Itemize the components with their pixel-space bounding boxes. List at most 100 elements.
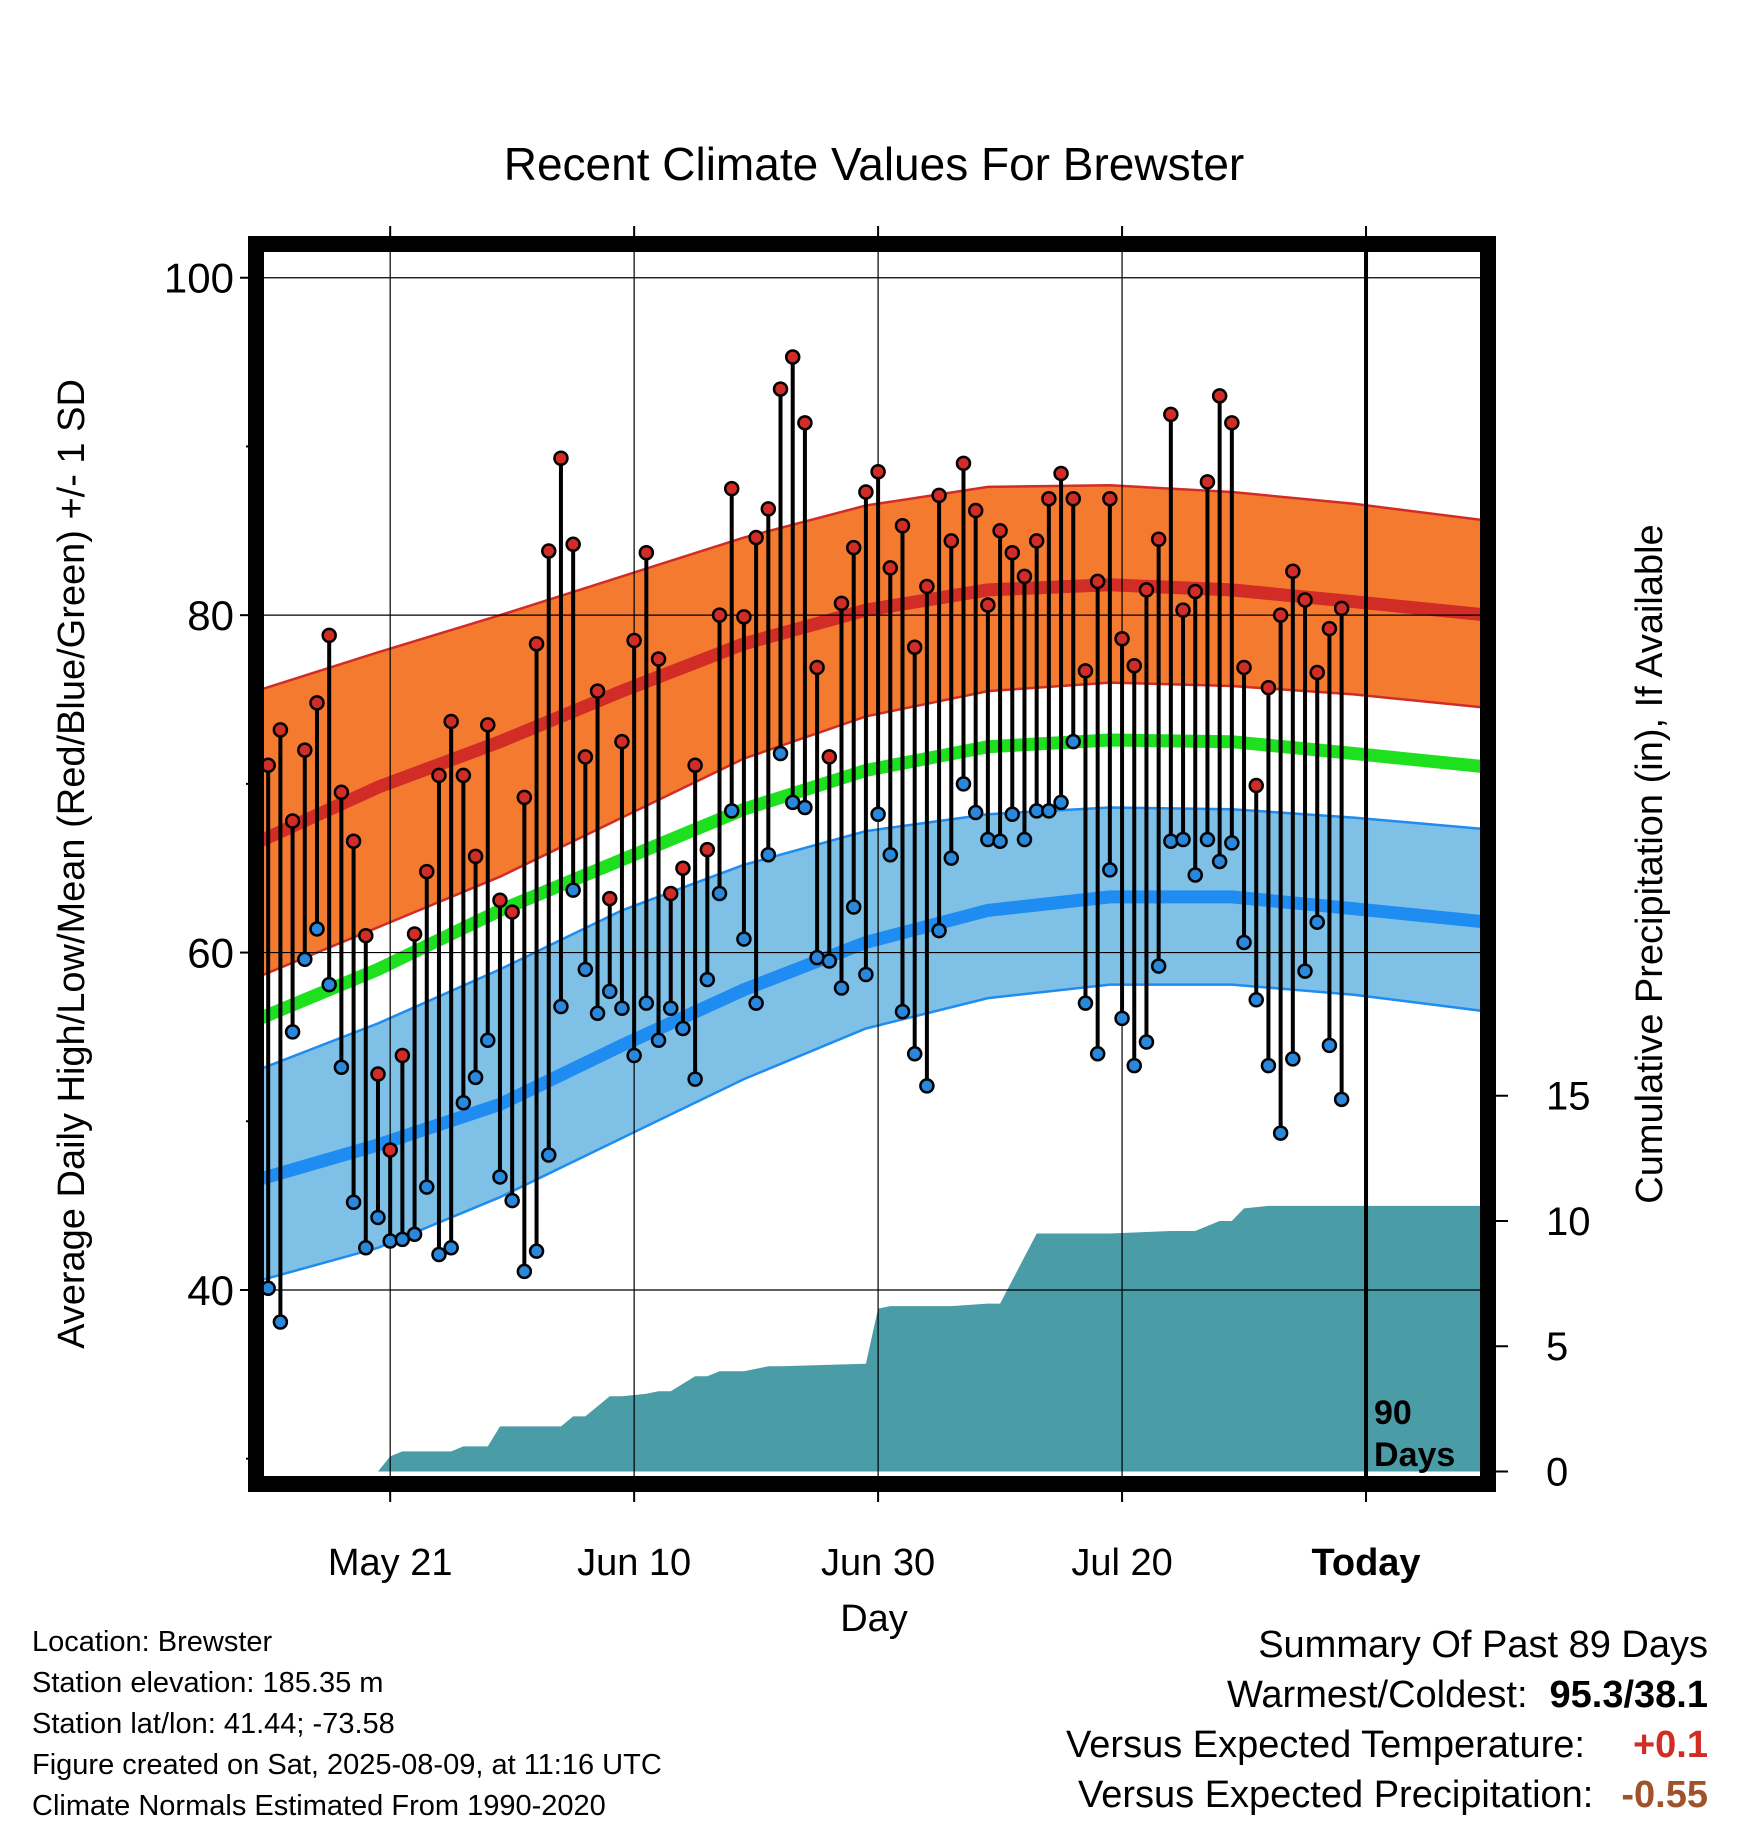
elevation-text: Station elevation: 185.35 m	[32, 1667, 384, 1699]
daily-high-point	[1138, 582, 1155, 598]
low-sd-band	[256, 807, 1488, 1282]
temp-anomaly-value: +0.1	[1632, 1724, 1708, 1766]
warmest-coldest-row: Warmest/Coldest: 95.3/38.1	[1066, 1670, 1708, 1720]
daily-low-point	[906, 1046, 923, 1062]
daily-high-point	[1089, 573, 1106, 590]
daily-high-point	[455, 767, 472, 784]
daily-high-point	[1016, 568, 1033, 585]
daily-high-point	[480, 717, 496, 733]
x-tick-label: Today	[1311, 1542, 1420, 1584]
daily-high-point	[919, 578, 935, 595]
created-text: Figure created on Sat, 2025-08-09, at 11…	[32, 1749, 662, 1781]
daily-low-point	[662, 1000, 679, 1016]
daily-high-point	[1224, 415, 1240, 431]
daily-low-point	[919, 1078, 935, 1094]
daily-low-point	[382, 1233, 398, 1249]
y-tick-label: 60	[187, 930, 234, 977]
x-axis-label: Day	[840, 1598, 908, 1640]
daily-low-point	[772, 745, 789, 762]
daily-low-point	[419, 1179, 435, 1195]
daily-low-point	[297, 951, 313, 968]
daily-low-point	[699, 971, 716, 988]
low-sd-lower-edge	[256, 983, 1488, 1283]
y-tick-label: 100	[164, 255, 234, 302]
daily-low-point	[711, 885, 728, 902]
daily-high-point	[345, 833, 362, 849]
daily-low-point	[1309, 914, 1325, 930]
daily-high-point	[492, 892, 508, 909]
precip-anomaly-label: Versus Expected Precipitation:	[1077, 1774, 1594, 1816]
daily-low-point	[1187, 867, 1203, 883]
daily-low-point	[845, 899, 862, 915]
daily-high-point	[1187, 583, 1203, 600]
daily-low-point	[1077, 995, 1094, 1011]
daily-low-point	[748, 995, 764, 1011]
plot-frame	[248, 236, 1496, 1492]
daily-high-point	[419, 863, 435, 880]
daily-high-point	[723, 480, 740, 497]
daily-low-point	[589, 1005, 606, 1022]
daily-high-point	[809, 659, 825, 676]
daily-high-point	[541, 543, 557, 559]
daily-high-point	[1236, 659, 1252, 676]
daily-high-point	[687, 757, 703, 774]
daily-high-point	[784, 349, 801, 365]
daily-high-point	[1333, 600, 1350, 617]
today-days-label: 90 Days	[1374, 1394, 1455, 1474]
x-tick-label: Jul 20	[1071, 1542, 1172, 1584]
daily-high-point	[309, 695, 325, 711]
daily-low-point	[516, 1263, 533, 1280]
daily-low-point	[614, 1000, 630, 1016]
daily-high-point	[394, 1047, 411, 1064]
daily-high-point	[1272, 607, 1289, 623]
daily-high-point	[297, 742, 313, 758]
station-info: Location: Brewster Station elevation: 18…	[32, 1622, 662, 1827]
daily-low-point	[284, 1024, 301, 1040]
daily-high-point	[1163, 406, 1179, 423]
y-axis-label: Average Daily High/Low/Mean (Red/Blue/Gr…	[51, 379, 93, 1349]
chart-title: Recent Climate Values For Brewster	[504, 138, 1245, 190]
precip-area	[256, 1205, 1488, 1472]
daily-high-point	[662, 885, 679, 902]
daily-high-point	[272, 722, 289, 738]
daily-high-point	[992, 523, 1008, 539]
y2-tick-label: 15	[1546, 1075, 1591, 1119]
daily-high-point	[760, 501, 777, 517]
daily-high-point	[528, 636, 545, 652]
daily-low-point	[321, 976, 337, 993]
daily-low-point	[272, 1314, 289, 1330]
daily-high-point	[406, 926, 423, 942]
daily-low-point	[931, 922, 947, 939]
daily-low-point	[504, 1192, 520, 1209]
daily-high-point	[967, 502, 984, 519]
daily-high-point	[870, 464, 886, 480]
daily-low-point	[736, 931, 752, 947]
daily-high-point	[1150, 531, 1167, 547]
daily-low-point	[553, 998, 569, 1015]
daily-low-point	[370, 1209, 386, 1226]
daily-high-point	[431, 767, 447, 784]
daily-high-point	[370, 1066, 386, 1082]
daily-high-point	[833, 595, 850, 612]
daily-low-point	[480, 1032, 496, 1049]
daily-high-point	[1248, 777, 1264, 794]
daily-low-point	[492, 1169, 508, 1185]
daily-high-point	[1028, 533, 1045, 549]
location-text: Location: Brewster	[32, 1626, 273, 1658]
daily-low-point	[760, 846, 777, 863]
daily-high-point	[638, 544, 655, 561]
daily-high-point	[1321, 620, 1338, 637]
daily-high-point	[1126, 658, 1143, 674]
daily-low-point	[467, 1069, 484, 1086]
daily-low-point	[1102, 862, 1118, 878]
daily-low-point	[1211, 853, 1228, 870]
daily-high-point	[748, 529, 764, 546]
daily-low-point	[1297, 963, 1313, 979]
daily-high-point	[1077, 663, 1094, 679]
daily-low-point	[723, 803, 740, 819]
daily-high-point	[577, 749, 594, 765]
daily-low-point	[565, 882, 581, 898]
daily-low-point	[870, 806, 886, 822]
daily-low-point	[687, 1071, 703, 1087]
